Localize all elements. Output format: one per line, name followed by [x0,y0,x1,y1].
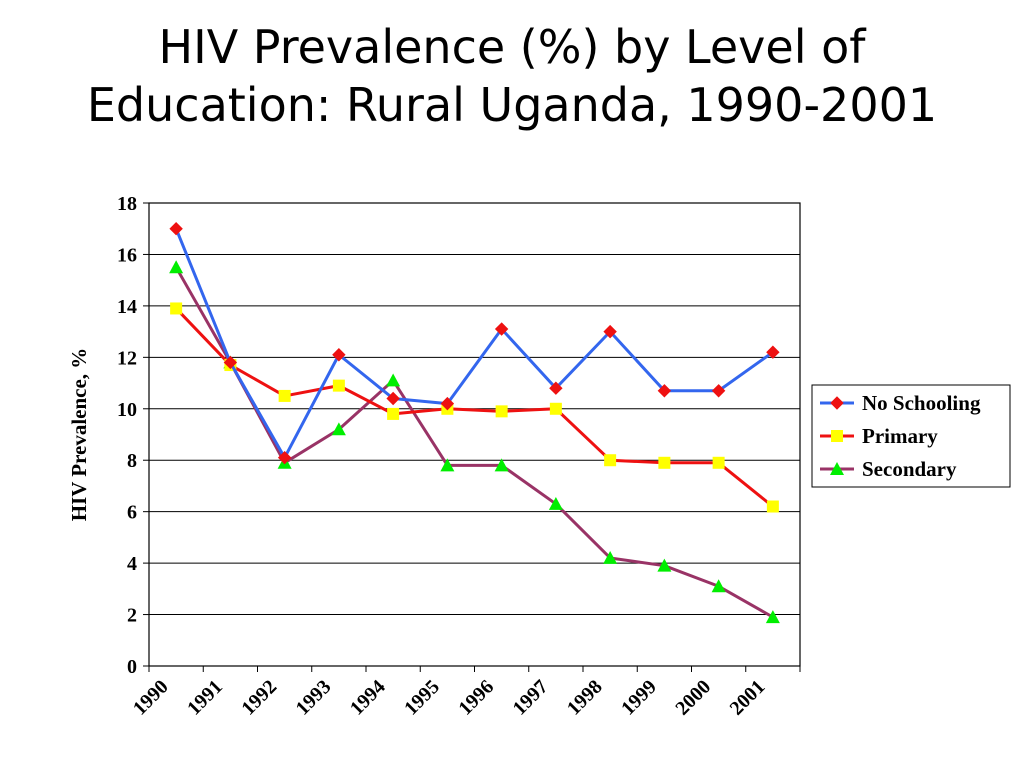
data-point [169,222,183,236]
y-tick-label: 0 [127,656,137,678]
series-no-schooling [169,222,780,465]
data-point [495,405,508,418]
x-tick-label: 1992 [237,676,281,720]
series-layer [169,222,780,624]
data-point [548,496,563,510]
y-tick-label: 18 [117,193,137,215]
data-point [766,500,779,513]
data-point [549,381,563,395]
data-point [604,454,617,467]
plot-area [148,202,801,667]
y-tick-label: 16 [117,244,137,266]
x-tick-label: 1999 [617,676,661,720]
slide-title: HIV Prevalence (%) by Level of Education… [0,18,1024,134]
legend-item: Primary [820,424,938,448]
data-point [494,322,509,336]
data-point [277,450,292,465]
x-tick-label: 1997 [509,676,553,720]
x-tick-label: 1991 [183,676,227,720]
x-tick-label: 1993 [292,676,336,720]
y-tick-label: 4 [127,553,137,575]
data-point [332,379,345,392]
y-tick-label: 2 [127,605,137,627]
data-point [170,302,183,315]
series-line [175,307,774,508]
data-point [387,407,400,420]
legend-marker [830,396,844,410]
data-point [440,396,455,411]
series-secondary [169,260,780,624]
series-line [174,228,774,460]
legend-label: Primary [862,424,938,448]
data-point [278,389,291,402]
data-point [169,260,184,274]
data-point [712,456,725,469]
x-tick-label: 1994 [346,676,390,720]
legend-label: No Schooling [862,391,981,415]
y-tick-label: 8 [127,450,137,472]
y-tick-label: 6 [127,502,137,524]
data-point [766,345,780,359]
series-primary [170,302,779,513]
legend-item: Secondary [820,457,957,481]
data-point [223,355,238,370]
data-point [711,384,726,398]
legend: No Schooling Primary Secondary [811,384,1011,488]
x-tick-label: 1990 [129,676,173,720]
data-point [603,550,618,564]
data-point [440,458,455,472]
data-point [657,558,672,572]
data-point [711,579,726,593]
x-tick-label: 1996 [454,676,498,720]
data-point [549,402,562,415]
data-point [386,391,400,406]
data-point [657,384,672,398]
x-tick-label: 2001 [726,676,770,720]
y-tick-label: 12 [117,347,137,369]
series-line [174,266,774,619]
legend-marker [830,462,844,475]
y-tick-label: 14 [117,296,137,318]
data-point [332,348,346,362]
gridlines [149,253,800,616]
title-line-1: HIV Prevalence (%) by Level of [158,20,866,74]
y-tick-label: 10 [117,399,137,421]
legend-label: Secondary [862,457,957,481]
data-point [658,456,671,469]
legend-marker [831,430,843,442]
legend-item: No Schooling [820,391,981,415]
data-point [603,324,617,339]
x-tick-label: 2000 [671,676,715,720]
data-point [765,610,780,624]
x-tick-label: 1998 [563,676,607,720]
y-axis-title: HIV Prevalence, % [67,348,91,522]
data-point [494,458,509,472]
data-point [331,422,346,436]
title-line-2: Education: Rural Uganda, 1990-2001 [86,78,938,132]
x-tick-label: 1995 [400,676,444,720]
data-point [386,373,401,387]
